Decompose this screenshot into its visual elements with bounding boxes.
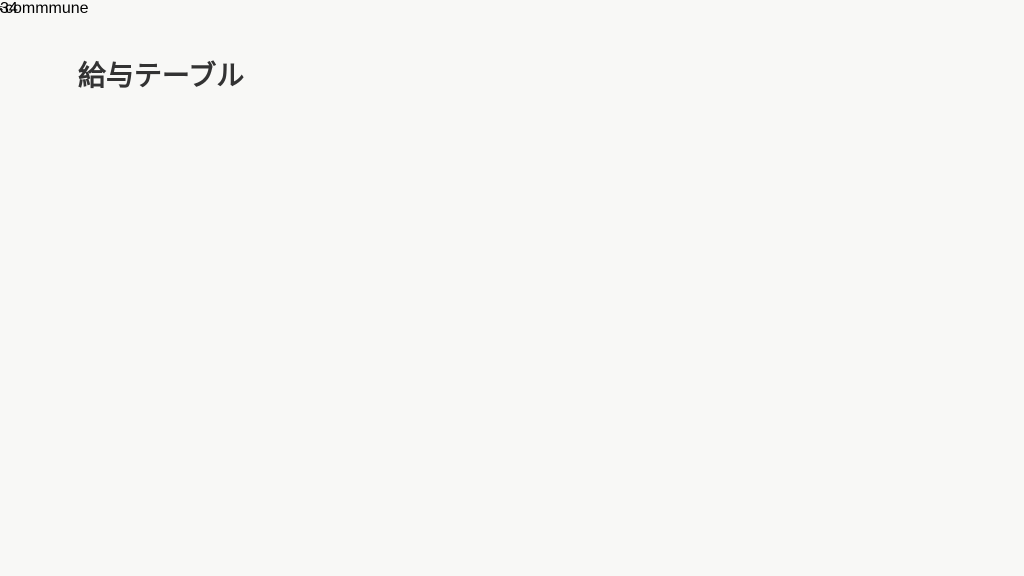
slide: 給与テーブル commmune 34 xyxy=(0,0,1024,576)
salary-chart xyxy=(148,173,968,485)
page-number: 34 xyxy=(0,0,18,18)
plot-area xyxy=(148,173,968,485)
slide-title: 給与テーブル xyxy=(78,54,244,94)
